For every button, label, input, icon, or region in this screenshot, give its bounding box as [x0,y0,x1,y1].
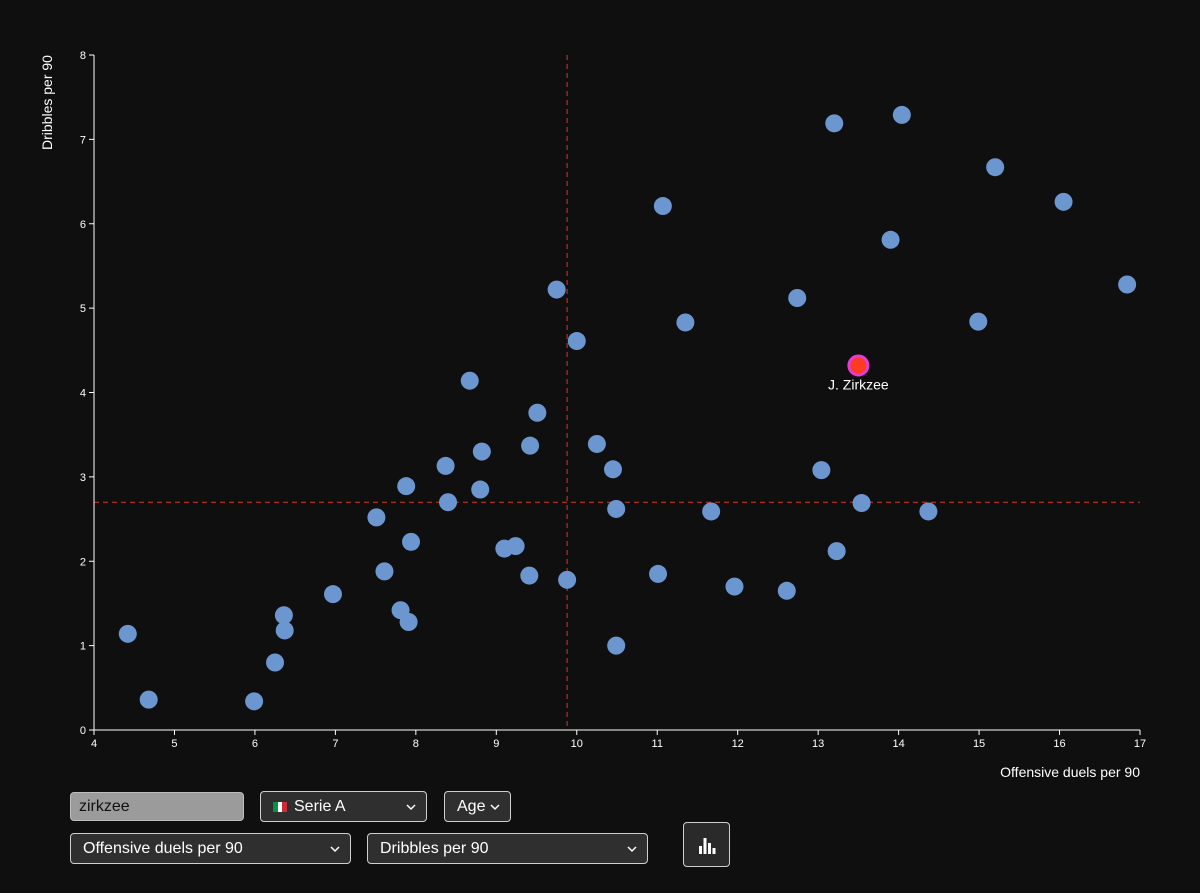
data-point [881,230,900,249]
data-point [969,312,988,331]
italy-flag-icon [273,801,288,812]
data-point [118,624,137,643]
x-metric-select-label: Offensive duels per 90 [83,839,243,857]
x-tick-label: 10 [571,738,583,750]
x-tick-label: 9 [493,738,499,750]
chart-type-button[interactable] [683,822,730,867]
data-point [777,581,796,600]
data-point [439,493,458,512]
age-select[interactable]: Age [444,791,511,822]
league-select[interactable]: Serie A [260,791,427,822]
data-point [852,494,871,513]
age-select-label: Age [457,797,486,815]
bar-chart-icon [698,837,715,854]
data-point [547,280,566,299]
data-point [528,403,547,422]
data-point [725,577,744,596]
data-point [676,313,695,332]
chevron-down-icon [490,803,500,810]
data-point [266,653,285,672]
data-point [788,289,807,307]
y-tick-label: 0 [80,725,86,737]
data-point [402,532,421,551]
data-point [245,692,264,711]
data-point [607,499,626,518]
y-tick-label: 2 [80,556,86,568]
x-tick-label: 11 [652,738,663,750]
data-point [399,613,418,631]
chevron-down-icon [627,845,637,852]
data-point [607,636,626,655]
data-point [275,621,294,640]
data-point [472,442,491,461]
data-point [506,537,525,556]
y-metric-select-label: Dribbles per 90 [380,839,489,857]
league-select-label: Serie A [294,797,346,815]
data-point [825,114,844,133]
y-axis-label: Dribbles per 90 [39,55,55,150]
y-tick-label: 5 [80,303,86,315]
data-point [323,585,342,604]
x-tick-label: 7 [332,738,338,750]
data-point [397,477,416,496]
y-tick-label: 4 [80,388,86,400]
data-point [649,564,668,583]
data-point [567,332,586,351]
data-point [274,606,293,625]
data-point [558,570,577,589]
x-tick-label: 8 [413,738,419,750]
data-point [653,197,672,216]
highlight-label: J. Zirkzee [828,377,889,393]
data-points [118,105,1137,711]
data-point [603,460,622,479]
y-tick-label: 3 [80,472,86,484]
highlighted-point [847,354,870,377]
data-point [892,105,911,124]
x-axis-label: Offensive duels per 90 [1000,764,1140,780]
data-point [471,480,490,499]
chevron-down-icon [406,803,416,810]
data-point [1118,275,1137,294]
x-tick-label: 16 [1053,738,1065,750]
data-point [436,456,455,475]
data-point [1054,192,1073,211]
data-point [460,371,479,390]
x-tick-label: 14 [892,738,904,750]
x-tick-label: 13 [812,738,824,750]
data-point [367,508,386,527]
data-point [812,461,831,480]
data-point [139,690,158,709]
data-point [520,566,539,585]
x-tick-label: 12 [732,738,744,750]
data-point [702,502,721,521]
data-point [827,542,846,561]
y-tick-label: 7 [80,134,86,146]
x-tick-label: 6 [252,738,258,750]
y-tick-label: 8 [80,50,86,62]
data-point [986,158,1005,177]
player-search-input[interactable] [70,792,244,821]
y-tick-label: 1 [80,641,86,653]
x-tick-label: 17 [1134,738,1146,750]
data-point [919,502,938,521]
y-metric-select[interactable]: Dribbles per 90 [367,833,648,864]
y-tick-label: 6 [80,219,86,231]
data-point [587,434,606,453]
data-point [521,436,540,455]
x-tick-label: 5 [171,738,177,750]
reference-lines [94,55,1140,730]
x-tick-label: 4 [91,738,97,750]
highlight-group: J. Zirkzee [828,354,889,393]
x-tick-label: 15 [973,738,985,750]
x-metric-select[interactable]: Offensive duels per 90 [70,833,351,864]
data-point [375,562,394,581]
chevron-down-icon [330,845,340,852]
